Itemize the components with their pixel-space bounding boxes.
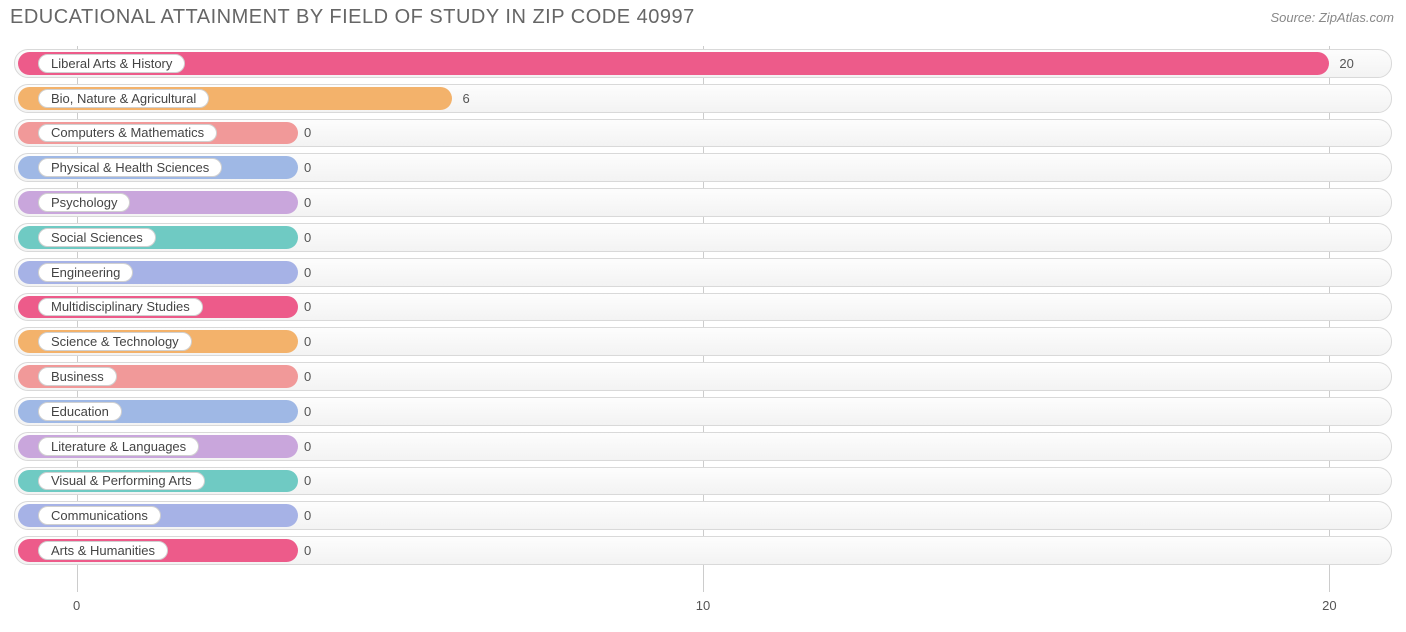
category-label-pill: Arts & Humanities: [38, 541, 168, 560]
value-label: 0: [304, 464, 311, 499]
category-label-pill: Engineering: [38, 263, 133, 282]
category-label-pill: Science & Technology: [38, 332, 192, 351]
chart-row: Bio, Nature & Agricultural 6: [14, 81, 1392, 116]
source-attribution: Source: ZipAtlas.com: [1270, 10, 1394, 25]
category-label-pill: Visual & Performing Arts: [38, 472, 205, 491]
value-label: 0: [304, 220, 311, 255]
x-tick-label: 0: [73, 598, 80, 613]
chart-row: Visual & Performing Arts 0: [14, 464, 1392, 499]
chart-row: Science & Technology 0: [14, 324, 1392, 359]
x-axis: 0 10 20: [14, 598, 1392, 618]
chart-plot-area: Liberal Arts & History20Bio, Nature & Ag…: [14, 46, 1392, 592]
chart-row: Physical & Health Sciences 0: [14, 150, 1392, 185]
value-label: 20: [1339, 46, 1353, 81]
chart-row: Business 0: [14, 359, 1392, 394]
category-label-pill: Physical & Health Sciences: [38, 158, 222, 177]
chart-row: Communications 0: [14, 498, 1392, 533]
category-label-pill: Psychology: [38, 193, 130, 212]
chart-title: EDUCATIONAL ATTAINMENT BY FIELD OF STUDY…: [10, 6, 695, 29]
value-label: 0: [304, 394, 311, 429]
category-label-pill: Liberal Arts & History: [38, 54, 185, 73]
category-label-pill: Education: [38, 402, 122, 421]
value-label: 0: [304, 498, 311, 533]
category-label-pill: Bio, Nature & Agricultural: [38, 89, 209, 108]
bar: [18, 52, 1329, 75]
value-label: 0: [304, 429, 311, 464]
x-tick-label: 10: [696, 598, 710, 613]
x-tick-label: 20: [1322, 598, 1336, 613]
value-label: 0: [304, 290, 311, 325]
chart-row: Social Sciences 0: [14, 220, 1392, 255]
chart-row: Computers & Mathematics 0: [14, 116, 1392, 151]
value-label: 0: [304, 533, 311, 568]
category-label-pill: Computers & Mathematics: [38, 124, 217, 143]
value-label: 0: [304, 150, 311, 185]
category-label-pill: Social Sciences: [38, 228, 156, 247]
value-label: 0: [304, 255, 311, 290]
value-label: 6: [462, 81, 469, 116]
value-label: 0: [304, 116, 311, 151]
value-label: 0: [304, 359, 311, 394]
value-label: 0: [304, 324, 311, 359]
category-label-pill: Business: [38, 367, 117, 386]
chart-row: Multidisciplinary Studies 0: [14, 290, 1392, 325]
category-label-pill: Literature & Languages: [38, 437, 199, 456]
chart-row: Arts & Humanities 0: [14, 533, 1392, 568]
chart-row: Education 0: [14, 394, 1392, 429]
chart-row: Psychology 0: [14, 185, 1392, 220]
category-label-pill: Multidisciplinary Studies: [38, 298, 203, 317]
category-label-pill: Communications: [38, 506, 161, 525]
chart-row: Liberal Arts & History 20: [14, 46, 1392, 81]
chart-row: Engineering 0: [14, 255, 1392, 290]
chart-row: Literature & Languages 0: [14, 429, 1392, 464]
value-label: 0: [304, 185, 311, 220]
